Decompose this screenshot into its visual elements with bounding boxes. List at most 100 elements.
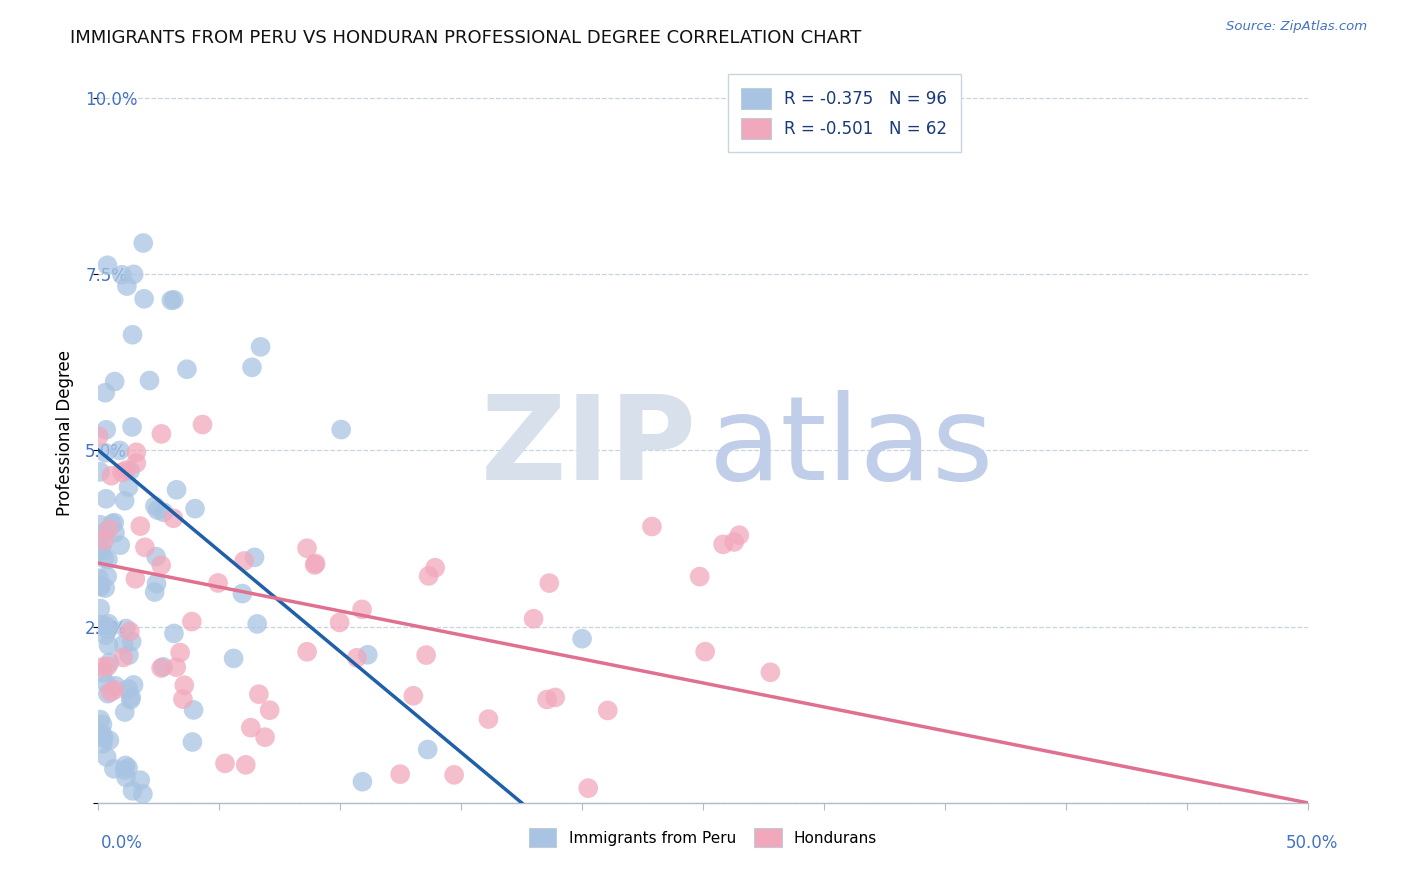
Point	[443, 768, 465, 782]
Point	[121, 327, 143, 342]
Point	[207, 576, 229, 591]
Point	[101, 516, 124, 531]
Point	[96, 423, 118, 437]
Point	[96, 619, 118, 633]
Point	[97, 687, 120, 701]
Text: Source: ZipAtlas.com: Source: ZipAtlas.com	[1226, 20, 1367, 33]
Point	[723, 535, 745, 549]
Point	[97, 522, 120, 536]
Point	[114, 493, 136, 508]
Point	[163, 293, 186, 307]
Point	[94, 491, 117, 506]
Point	[134, 541, 156, 555]
Point	[346, 650, 368, 665]
Point	[114, 705, 136, 719]
Point	[191, 417, 214, 432]
Point	[145, 576, 167, 591]
Y-axis label: Professional Degree: Professional Degree	[56, 350, 75, 516]
Point	[97, 616, 120, 631]
Point	[114, 758, 136, 772]
Point	[89, 713, 111, 727]
Point	[247, 687, 270, 701]
Point	[357, 648, 380, 662]
Point	[259, 703, 281, 717]
Point	[90, 617, 112, 632]
Point	[145, 549, 167, 564]
Point	[91, 727, 114, 741]
Point	[152, 505, 174, 519]
Point	[112, 637, 135, 651]
Point	[100, 685, 122, 699]
Point	[103, 516, 125, 530]
Point	[166, 483, 188, 497]
Point	[295, 645, 318, 659]
Point	[125, 456, 148, 470]
Point	[125, 445, 148, 459]
Text: IMMIGRANTS FROM PERU VS HONDURAN PROFESSIONAL DEGREE CORRELATION CHART: IMMIGRANTS FROM PERU VS HONDURAN PROFESS…	[70, 29, 862, 46]
Point	[91, 539, 114, 553]
Point	[132, 787, 155, 801]
Point	[93, 533, 115, 548]
Point	[231, 586, 253, 600]
Point	[143, 499, 166, 513]
Point	[305, 557, 328, 571]
Point	[181, 735, 204, 749]
Point	[94, 628, 117, 642]
Point	[89, 465, 111, 479]
Point	[759, 665, 782, 680]
Legend: R = -0.375   N = 96, R = -0.501   N = 62: R = -0.375 N = 96, R = -0.501 N = 62	[728, 74, 960, 153]
Point	[96, 750, 118, 764]
Point	[143, 585, 166, 599]
Point	[122, 678, 145, 692]
Point	[90, 543, 112, 558]
Point	[330, 423, 353, 437]
Point	[425, 560, 447, 574]
Point	[110, 538, 132, 552]
Point	[111, 465, 134, 479]
Point	[121, 784, 143, 798]
Point	[415, 648, 437, 662]
Point	[576, 781, 599, 796]
Point	[222, 651, 245, 665]
Text: ZIP: ZIP	[481, 390, 697, 505]
Point	[150, 661, 173, 675]
Point	[96, 677, 118, 691]
Point	[91, 737, 114, 751]
Point	[352, 774, 374, 789]
Point	[172, 692, 194, 706]
Point	[689, 569, 711, 583]
Point	[97, 623, 120, 637]
Point	[641, 519, 664, 533]
Point	[89, 601, 111, 615]
Point	[97, 638, 120, 652]
Point	[163, 626, 186, 640]
Point	[115, 771, 138, 785]
Point	[121, 634, 143, 648]
Point	[146, 503, 169, 517]
Point	[695, 645, 717, 659]
Point	[235, 757, 257, 772]
Point	[108, 443, 131, 458]
Point	[104, 375, 127, 389]
Point	[246, 616, 269, 631]
Point	[96, 569, 118, 583]
Point	[117, 480, 139, 494]
Point	[416, 742, 439, 756]
Point	[111, 268, 134, 282]
Point	[98, 733, 121, 747]
Point	[240, 360, 263, 375]
Point	[183, 703, 205, 717]
Point	[96, 258, 118, 272]
Point	[91, 717, 114, 731]
Point	[129, 773, 152, 788]
Point	[214, 756, 236, 771]
Point	[165, 660, 187, 674]
Point	[184, 501, 207, 516]
Point	[295, 541, 318, 556]
Point	[93, 731, 115, 745]
Point	[114, 763, 136, 777]
Point	[87, 571, 110, 585]
Point	[418, 569, 440, 583]
Point	[150, 426, 173, 441]
Point	[138, 374, 160, 388]
